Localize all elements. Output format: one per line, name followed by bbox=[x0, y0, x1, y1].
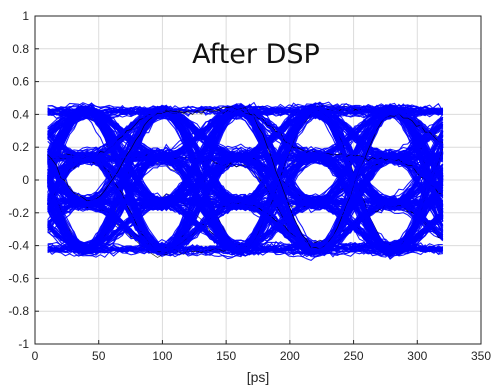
y-tick-label: 1 bbox=[22, 9, 29, 23]
eye-trace bbox=[47, 106, 443, 251]
plot-box bbox=[34, 15, 482, 345]
y-tick-label: 0 bbox=[22, 173, 29, 187]
eye-trace bbox=[47, 130, 444, 248]
eye-trace bbox=[47, 152, 444, 251]
eye-trace bbox=[47, 108, 444, 251]
eye-trace bbox=[47, 175, 444, 248]
annotation-label: After DSP bbox=[192, 39, 320, 70]
x-axis-label: [ps] bbox=[247, 369, 270, 385]
y-tick-label: 0.2 bbox=[12, 140, 29, 154]
eye-trace bbox=[47, 124, 444, 255]
eye-trace bbox=[47, 109, 444, 222]
x-tick-label: 200 bbox=[280, 349, 300, 363]
eye-trace bbox=[47, 113, 444, 252]
x-tick-labels: 0 50 100 150 200 250 300 350 bbox=[32, 349, 492, 363]
y-tick-label: -0.2 bbox=[8, 206, 29, 220]
eye-trace bbox=[47, 107, 443, 248]
eye-trace bbox=[47, 105, 444, 205]
eye-trace bbox=[47, 106, 443, 250]
y-tick-label: 0.8 bbox=[12, 42, 29, 56]
x-tick-label: 250 bbox=[344, 349, 364, 363]
eye-trace bbox=[47, 152, 444, 253]
y-tick-label: -0.8 bbox=[8, 304, 29, 318]
y-tick-labels: -1 -0.8 -0.6 -0.4 -0.2 0 0.2 0.4 0.6 0.8 1 bbox=[8, 9, 29, 351]
x-tick-label: 100 bbox=[152, 349, 172, 363]
x-tick-label: 350 bbox=[471, 349, 491, 363]
eye-trace bbox=[47, 109, 444, 253]
eye-trace bbox=[47, 101, 443, 253]
eye-traces bbox=[47, 101, 444, 262]
eye-trace bbox=[47, 148, 444, 249]
eye-trace bbox=[47, 109, 444, 257]
y-tick-label: -1 bbox=[18, 337, 29, 351]
x-tick-label: 0 bbox=[32, 349, 39, 363]
x-tick-label: 150 bbox=[216, 349, 236, 363]
eye-trace bbox=[47, 125, 444, 254]
y-tick-label: -0.6 bbox=[8, 271, 29, 285]
x-tick-label: 300 bbox=[407, 349, 427, 363]
y-tick-label: 0.4 bbox=[12, 107, 29, 121]
eye-trace bbox=[47, 110, 443, 256]
y-tick-label: -0.4 bbox=[8, 239, 29, 253]
x-tick-label: 50 bbox=[92, 349, 106, 363]
eye-trace bbox=[47, 105, 444, 254]
y-tick-label: 0.6 bbox=[12, 75, 29, 89]
eye-trace bbox=[47, 112, 444, 247]
eye-trace bbox=[47, 107, 443, 208]
eye-trace bbox=[47, 145, 444, 255]
eye-trace bbox=[47, 112, 444, 250]
